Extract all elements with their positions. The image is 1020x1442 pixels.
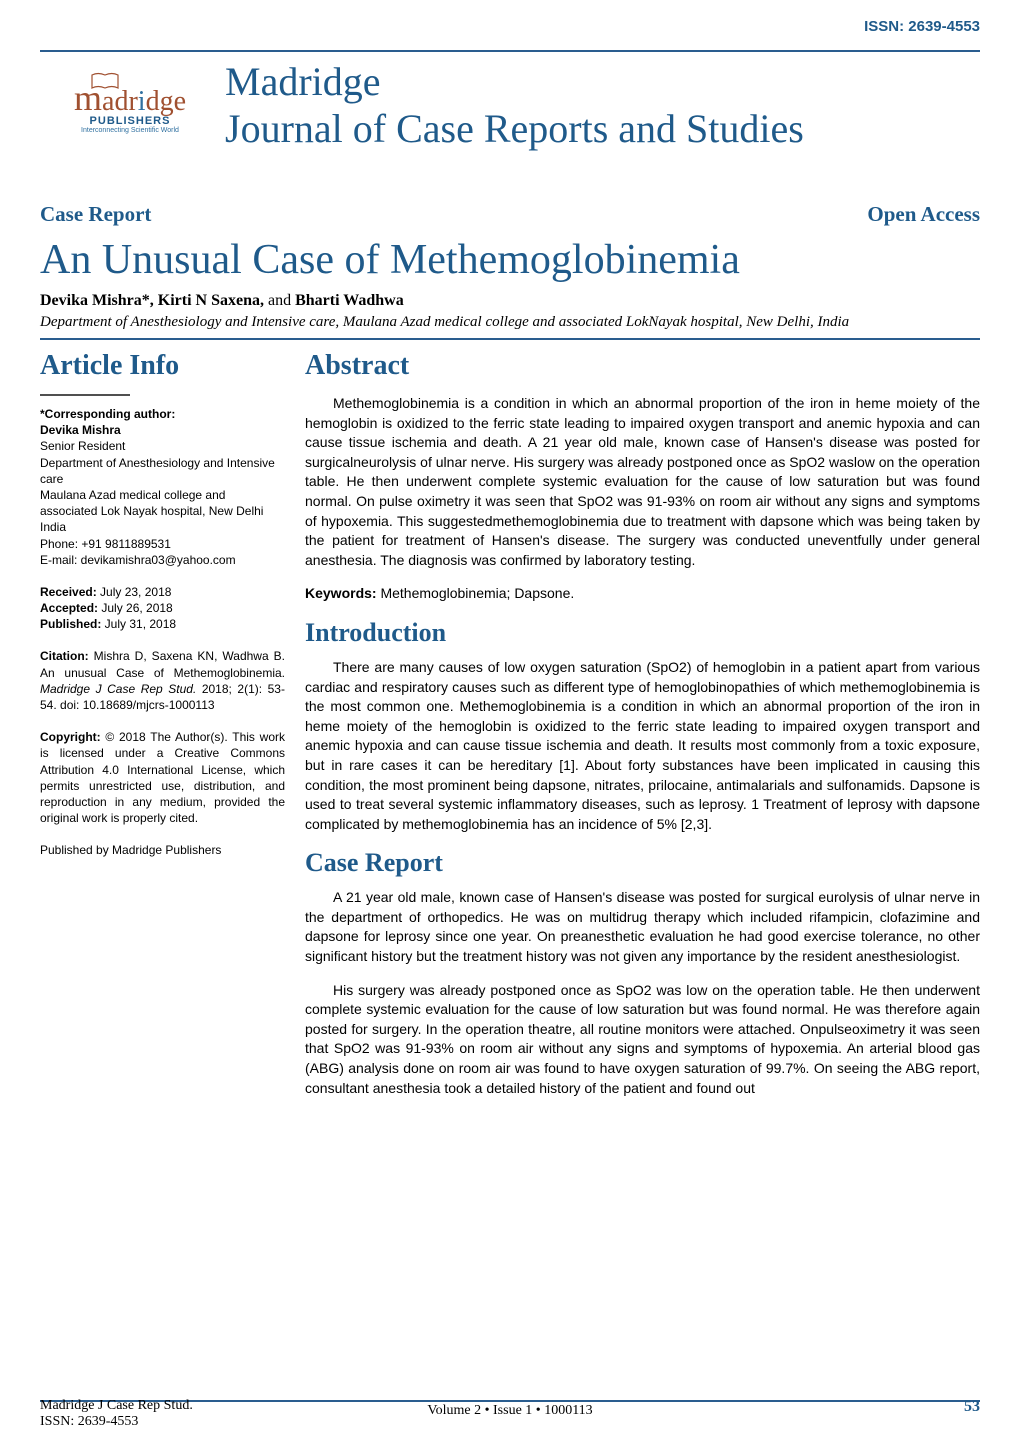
abstract-body: Methemoglobinemia is a condition in whic… [305,394,980,570]
citation-block: Citation: Mishra D, Saxena KN, Wadhwa B.… [40,648,285,713]
authors-and: and [264,292,295,309]
book-icon [90,72,120,97]
corr-country: India [40,519,285,535]
published-label: Published: [40,617,101,631]
footer-center: Volume 2 • Issue 1 • 1000113 [427,1403,592,1419]
corresponding-author-block: *Corresponding author: Devika Mishra Sen… [40,406,285,568]
affiliation: Department of Anesthesiology and Intensi… [40,314,980,331]
content-area: Article Info *Corresponding author: Devi… [40,350,980,1112]
dates-block: Received: July 23, 2018 Accepted: July 2… [40,584,285,633]
received-date: July 23, 2018 [97,585,172,599]
corr-dept: Department of Anesthesiology and Intensi… [40,455,285,487]
footer-journal: Madridge J Case Rep Stud. [40,1398,193,1414]
case-report-head: Case Report [305,848,980,878]
copyright-text: © 2018 The Author(s). This work is licen… [40,730,285,825]
received-label: Received: [40,585,97,599]
authors-last: Bharti Wadhwa [295,292,404,309]
journal-title: Madridge Journal of Case Reports and Stu… [225,58,804,152]
corr-email: E-mail: devikamishra03@yahoo.com [40,552,285,568]
corr-phone: Phone: +91 9811889531 [40,536,285,552]
footer-issn: ISSN: 2639-4553 [40,1414,193,1430]
introduction-body: There are many causes of low oxygen satu… [305,658,980,834]
right-column: Abstract Methemoglobinemia is a conditio… [305,350,980,1112]
open-access-label: Open Access [867,202,980,227]
corr-name: Devika Mishra [40,422,285,438]
published-date: July 31, 2018 [101,617,176,631]
corr-label: *Corresponding author: [40,406,285,422]
article-info-head: Article Info [40,350,285,382]
copyright-block: Copyright: © 2018 The Author(s). This wo… [40,729,285,826]
case-report-p2: His surgery was already postponed once a… [305,981,980,1099]
journal-line2: Journal of Case Reports and Studies [225,105,804,152]
authors: Devika Mishra*, Kirti N Saxena, and Bhar… [40,292,404,310]
citation-journal: Madridge J Case Rep Stud. [40,682,196,696]
masthead: madridge PUBLISHERS Interconnecting Scie… [40,58,980,152]
published-by: Published by Madridge Publishers [40,842,285,858]
tagline: Interconnecting Scientific World [81,127,179,134]
footer-page: 53 [964,1398,980,1430]
rule-under-affiliation [40,338,980,340]
case-report-label: Case Report [40,202,151,227]
journal-line1: Madridge [225,58,804,105]
corr-role: Senior Resident [40,438,285,454]
introduction-head: Introduction [305,618,980,648]
case-open-row: Case Report Open Access [40,202,980,227]
accepted-label: Accepted: [40,601,98,615]
abstract-head: Abstract [305,350,980,382]
article-info-rule [40,394,130,396]
top-rule [40,50,980,52]
case-report-p1: A 21 year old male, known case of Hansen… [305,888,980,966]
issn-header: ISSN: 2639-4553 [864,18,980,35]
citation-label: Citation: [40,649,89,663]
keywords-text: Methemoglobinemia; Dapsone. [377,585,575,601]
keywords-label: Keywords: [305,585,377,601]
copyright-label: Copyright: [40,730,101,744]
article-title: An Unusual Case of Methemoglobinemia [40,236,740,284]
keywords-line: Keywords: Methemoglobinemia; Dapsone. [305,584,980,604]
corr-inst: Maulana Azad medical college and associa… [40,487,285,519]
publisher-logo: madridge PUBLISHERS Interconnecting Scie… [40,77,220,134]
left-column: Article Info *Corresponding author: Devi… [40,350,305,1112]
footer-left: Madridge J Case Rep Stud. ISSN: 2639-455… [40,1398,193,1430]
accepted-date: July 26, 2018 [98,601,173,615]
authors-main: Devika Mishra*, Kirti N Saxena, [40,292,264,309]
publishers-label: PUBLISHERS [90,115,171,127]
